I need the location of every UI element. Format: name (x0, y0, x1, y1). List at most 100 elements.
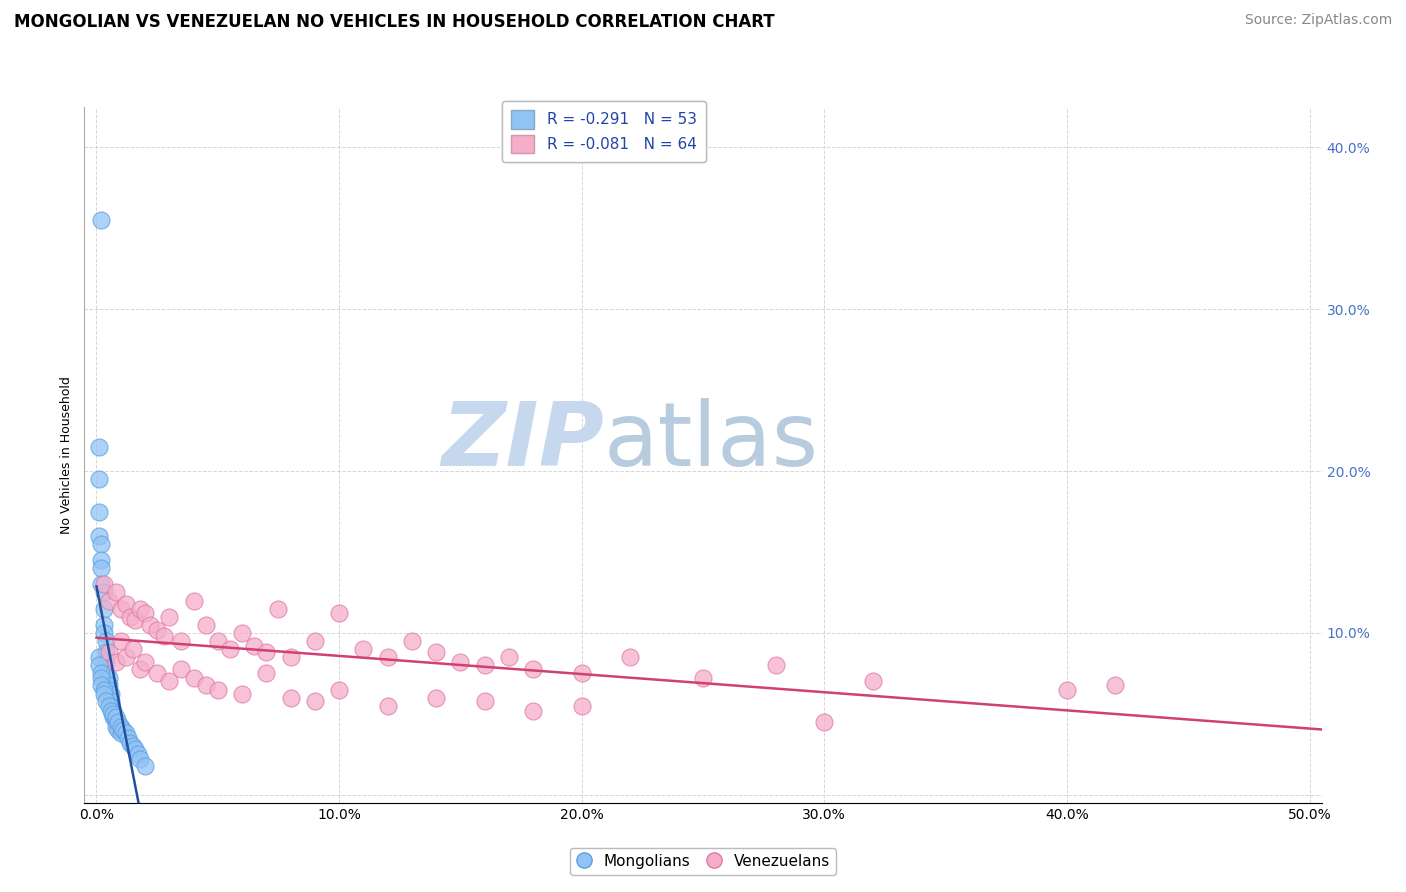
Point (522, 661, 544, 675)
Y-axis label: No Vehicles in Household: No Vehicles in Household (59, 376, 73, 533)
Point (96, 666, 118, 681)
Point (401, 634, 423, 648)
Point (120, 609, 142, 624)
Point (157, 609, 180, 624)
Point (93, 577, 115, 591)
Text: ZIP: ZIP (441, 398, 605, 484)
Point (93, 626, 115, 640)
Point (93, 682, 115, 697)
Point (765, 658, 787, 673)
Point (110, 601, 132, 615)
Point (120, 736, 142, 750)
Point (110, 634, 132, 648)
Point (157, 674, 180, 689)
Point (146, 666, 169, 681)
Point (90, 671, 112, 685)
Point (100, 698, 122, 713)
Point (139, 617, 162, 632)
Point (498, 650, 520, 665)
Point (96, 645, 118, 659)
Point (114, 597, 136, 611)
Point (97, 682, 120, 697)
Point (243, 639, 266, 653)
Point (97, 671, 120, 685)
Point (207, 682, 229, 697)
Point (87, 440, 110, 454)
Point (328, 607, 350, 621)
Point (122, 739, 145, 754)
Point (194, 678, 217, 692)
Point (104, 710, 127, 724)
Point (114, 650, 136, 665)
Point (90, 678, 112, 692)
Point (813, 714, 835, 729)
Point (100, 687, 122, 701)
Point (104, 585, 127, 599)
Point (97, 678, 120, 692)
Point (93, 617, 115, 632)
Point (107, 714, 129, 729)
Point (127, 747, 149, 762)
Point (93, 687, 115, 701)
Point (100, 704, 122, 718)
Point (280, 690, 302, 705)
Point (207, 634, 229, 648)
Point (280, 650, 302, 665)
Point (112, 723, 135, 737)
Point (170, 661, 193, 675)
Point (87, 658, 110, 673)
Point (194, 617, 217, 632)
Point (114, 726, 136, 740)
Point (129, 661, 152, 675)
Point (110, 726, 132, 740)
Point (254, 645, 277, 659)
Point (90, 537, 112, 551)
Legend: Mongolians, Venezuelans: Mongolians, Venezuelans (571, 848, 835, 875)
Point (124, 613, 146, 627)
Text: Source: ZipAtlas.com: Source: ZipAtlas.com (1244, 13, 1392, 28)
Point (474, 658, 496, 673)
Point (100, 694, 122, 708)
Text: atlas: atlas (605, 398, 820, 484)
Point (377, 650, 399, 665)
Point (231, 687, 253, 701)
Point (103, 704, 125, 718)
Point (219, 642, 242, 657)
Point (352, 642, 374, 657)
Point (104, 714, 127, 729)
Point (134, 758, 156, 772)
Point (124, 742, 146, 756)
Point (134, 607, 156, 621)
Point (97, 593, 120, 607)
Point (425, 690, 447, 705)
Point (304, 634, 326, 648)
Point (97, 645, 120, 659)
Point (90, 666, 112, 681)
Point (129, 752, 152, 766)
Point (522, 704, 544, 718)
Point (96, 655, 118, 669)
Point (571, 698, 593, 713)
Point (103, 706, 125, 721)
Point (129, 601, 152, 615)
Point (449, 655, 471, 669)
Point (474, 694, 496, 708)
Point (103, 710, 125, 724)
Point (170, 634, 193, 648)
Point (254, 666, 277, 681)
Point (90, 577, 112, 591)
Point (90, 213, 112, 227)
Legend: R = -0.291   N = 53, R = -0.081   N = 64: R = -0.291 N = 53, R = -0.081 N = 64 (502, 101, 706, 162)
Point (117, 731, 139, 745)
Point (377, 698, 399, 713)
Point (122, 642, 145, 657)
Point (90, 553, 112, 567)
Point (304, 694, 326, 708)
Point (146, 623, 169, 637)
Point (87, 650, 110, 665)
Point (134, 655, 156, 669)
Point (90, 561, 112, 575)
Point (183, 671, 205, 685)
Point (87, 472, 110, 486)
Point (619, 650, 641, 665)
